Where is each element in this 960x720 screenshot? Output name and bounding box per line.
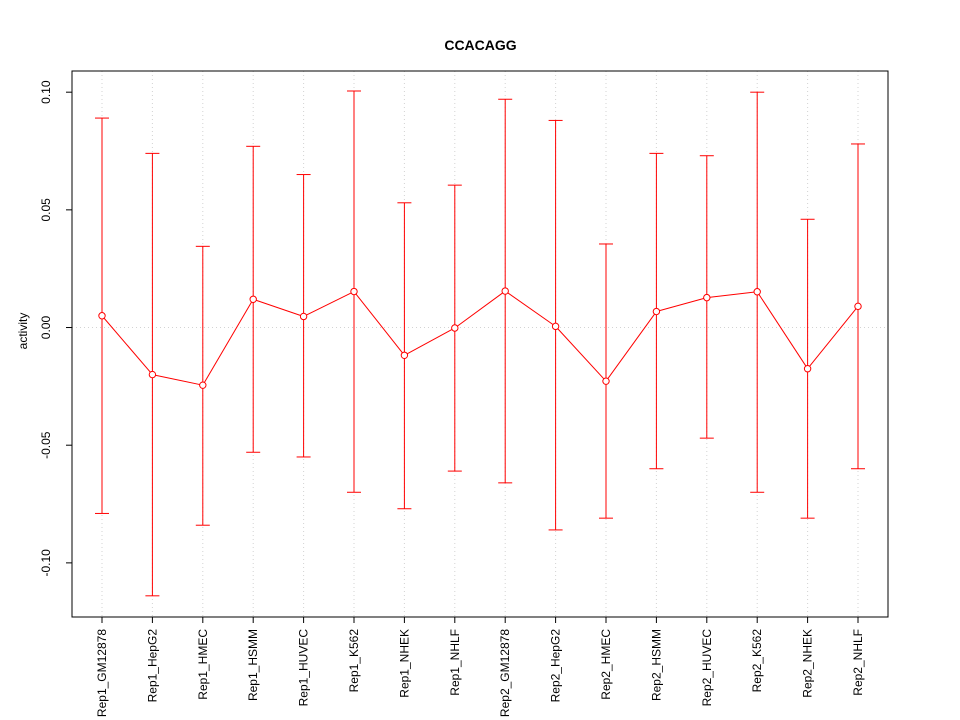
series-segment [706, 291, 758, 299]
data-point [602, 377, 610, 385]
series-segment [807, 306, 859, 370]
series-segment [253, 298, 304, 317]
x-tick-label: Rep1_NHEK [397, 629, 411, 698]
data-point [98, 312, 106, 320]
y-tick-label: -0.10 [39, 549, 53, 577]
data-point [249, 295, 257, 303]
x-tick-label: Rep1_NHLF [448, 629, 462, 696]
x-tick-label: Rep1_HSMM [246, 629, 260, 701]
data-points [98, 287, 862, 389]
data-point [148, 370, 157, 379]
data-point [652, 307, 661, 316]
series-segment [605, 311, 657, 382]
error-bars [95, 90, 865, 597]
series-segment [656, 297, 707, 313]
series-segment [101, 315, 153, 375]
grid [72, 71, 888, 617]
series-segment [756, 291, 809, 369]
data-point [551, 322, 560, 331]
x-tick-label: Rep1_HUVEC [297, 629, 311, 707]
data-point [199, 381, 207, 389]
series-segment [504, 290, 556, 327]
x-tick-label: Rep2_NHLF [851, 629, 865, 696]
x-tick-label: Rep2_K562 [750, 629, 764, 693]
data-point [803, 365, 812, 373]
x-tick-label: Rep2_NHEK [801, 629, 815, 698]
chart-title: CCACAGG [444, 37, 516, 53]
data-point [299, 312, 308, 321]
axes: -0.10 -0.05 0.00 0.05 0.10 Rep1_GM12878 Rep1_H… [39, 80, 865, 717]
plot-frame [71, 70, 889, 618]
y-tick-label: 0.05 [39, 198, 53, 222]
x-tick-label: Rep1_K562 [347, 629, 361, 693]
data-point [451, 324, 459, 332]
y-tick-label: -0.05 [39, 431, 53, 459]
series-segment [202, 299, 254, 386]
data-point [350, 287, 358, 296]
data-point [753, 288, 761, 296]
x-tick-label: Rep1_HepG2 [145, 629, 159, 703]
x-tick-label: Rep2_HSMM [649, 629, 663, 701]
series-segment [303, 291, 355, 317]
y-tick-label: 0.00 [39, 316, 53, 340]
x-tick-label: Rep1_GM12878 [95, 629, 109, 717]
y-axis-label: activity [16, 313, 30, 350]
series-segment [555, 326, 607, 382]
x-tick-label: Rep2_HUVEC [700, 629, 714, 707]
x-tick-label: Rep2_GM12878 [498, 629, 512, 717]
x-tick-label: Rep1_HMEC [196, 629, 210, 700]
y-tick-label: 0.10 [39, 80, 53, 104]
series-segment [353, 291, 405, 356]
series-segment [152, 374, 203, 386]
series-line [101, 290, 859, 386]
x-tick-label: Rep2_HMEC [599, 629, 613, 700]
series-segment [404, 327, 456, 356]
data-point [703, 293, 711, 302]
series-segment [454, 290, 506, 329]
x-tick-label: Rep2_HepG2 [549, 629, 563, 703]
data-point [501, 287, 509, 295]
data-point [854, 302, 862, 311]
data-point [400, 351, 409, 359]
